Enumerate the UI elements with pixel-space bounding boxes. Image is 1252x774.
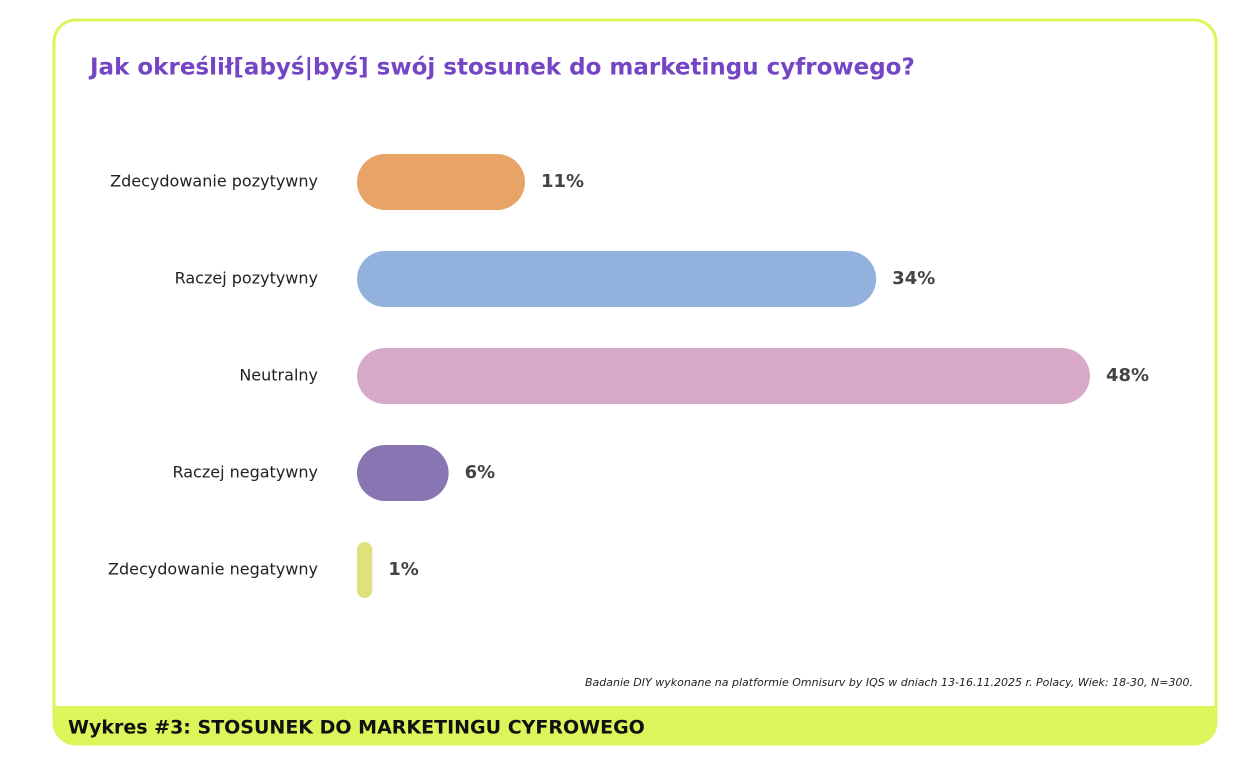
category-label: Raczej pozytywny — [175, 269, 318, 288]
category-label: Raczej negatywny — [172, 463, 318, 482]
bar — [357, 251, 877, 307]
category-label: Zdecydowanie negatywny — [108, 560, 318, 579]
value-label: 11% — [541, 171, 584, 192]
bar — [357, 542, 373, 598]
category-label: Zdecydowanie pozytywny — [110, 172, 318, 191]
chart-title: Jak określił[abyś|byś] swój stosunek do … — [88, 55, 915, 81]
value-label: 34% — [892, 268, 935, 289]
value-label: 6% — [465, 462, 496, 483]
category-label: Neutralny — [239, 366, 318, 385]
bar — [357, 445, 449, 501]
bar — [357, 348, 1090, 404]
caption-bar — [54, 706, 1216, 744]
value-label: 1% — [388, 559, 419, 580]
source-note: Badanie DIY wykonane na platformie Omnis… — [585, 676, 1193, 689]
bar — [357, 154, 525, 210]
caption: Wykres #3: STOSUNEK DO MARKETINGU CYFROW… — [68, 717, 645, 739]
value-label: 48% — [1106, 365, 1149, 386]
